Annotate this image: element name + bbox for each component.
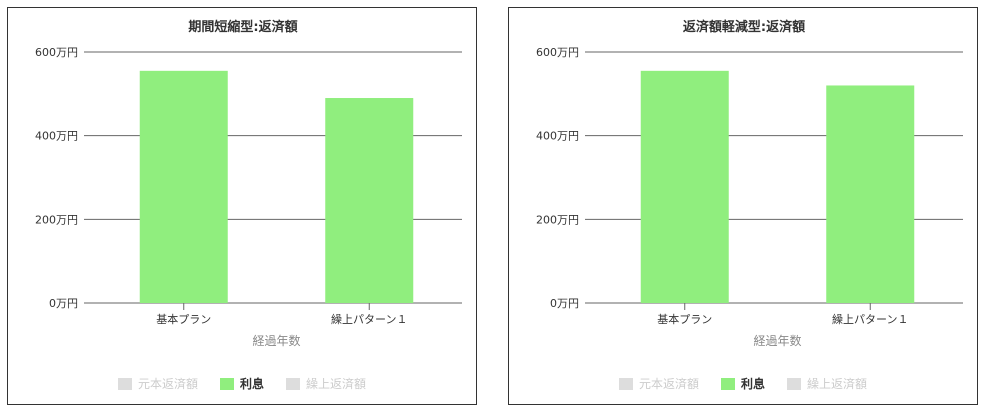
x-axis-label: 経過年数 [753, 333, 801, 348]
legend-item-principal[interactable]: 元本返済額 [117, 377, 198, 391]
legend-swatch-principal [618, 378, 633, 390]
legend-label-interest: 利息 [239, 377, 264, 391]
y-tick-label: 600万円 [536, 46, 579, 59]
legend-item-principal[interactable]: 元本返済額 [618, 377, 699, 391]
legend-item-prepayment[interactable]: 繰上返済額 [787, 377, 867, 391]
chart-panel-period-shortening: 期間短縮型:返済額 0万円 200万円 400万円 600万円基本プラン 繰上パターン１ 経… [7, 7, 477, 405]
x-axis-label: 経過年数 [252, 333, 300, 348]
bar-interest [325, 98, 414, 304]
legend-item-interest[interactable]: 利息 [720, 377, 765, 391]
y-tick-label: 400万円 [536, 130, 579, 143]
legend-item-interest[interactable]: 利息 [219, 377, 264, 391]
y-tick-label: 200万円 [35, 213, 78, 226]
legend-swatch-prepayment [787, 378, 801, 390]
legend-label-interest: 利息 [740, 377, 765, 391]
x-tick-label: 繰上パターン１ [832, 312, 908, 326]
bar-interest [826, 85, 915, 303]
bar-interest [139, 70, 228, 303]
chart-title: 期間短縮型:返済額 [188, 19, 297, 35]
legend-label-prepayment: 繰上返済額 [807, 377, 868, 391]
x-tick-label: 基本プラン [156, 312, 211, 326]
y-tick-label: 0万円 [550, 297, 579, 310]
chart-legend: 元本返済額 利息 繰上返済額 [8, 376, 476, 392]
chart-legend: 元本返済額 利息 繰上返済額 [509, 376, 977, 392]
chart-title: 返済額軽減型:返済額 [683, 19, 805, 35]
bar-interest [640, 70, 729, 303]
y-tick-label: 0万円 [49, 297, 78, 310]
y-tick-label: 400万円 [35, 130, 78, 143]
legend-swatch-prepayment [286, 378, 300, 390]
legend-swatch-principal [117, 378, 132, 390]
y-tick-label: 200万円 [536, 213, 579, 226]
x-tick-label: 繰上パターン１ [331, 312, 407, 326]
legend-label-prepayment: 繰上返済額 [306, 377, 367, 391]
legend-label-principal: 元本返済額 [638, 377, 699, 391]
chart-panel-payment-reduction: 返済額軽減型:返済額 0万円 200万円 400万円 600万円基本プラン 繰上パターン１… [508, 7, 978, 405]
y-tick-label: 600万円 [35, 46, 78, 59]
x-tick-label: 基本プラン [657, 312, 712, 326]
legend-swatch-interest [720, 378, 735, 390]
legend-label-principal: 元本返済額 [137, 377, 198, 391]
legend-swatch-interest [219, 378, 234, 390]
legend-item-prepayment[interactable]: 繰上返済額 [286, 377, 366, 391]
